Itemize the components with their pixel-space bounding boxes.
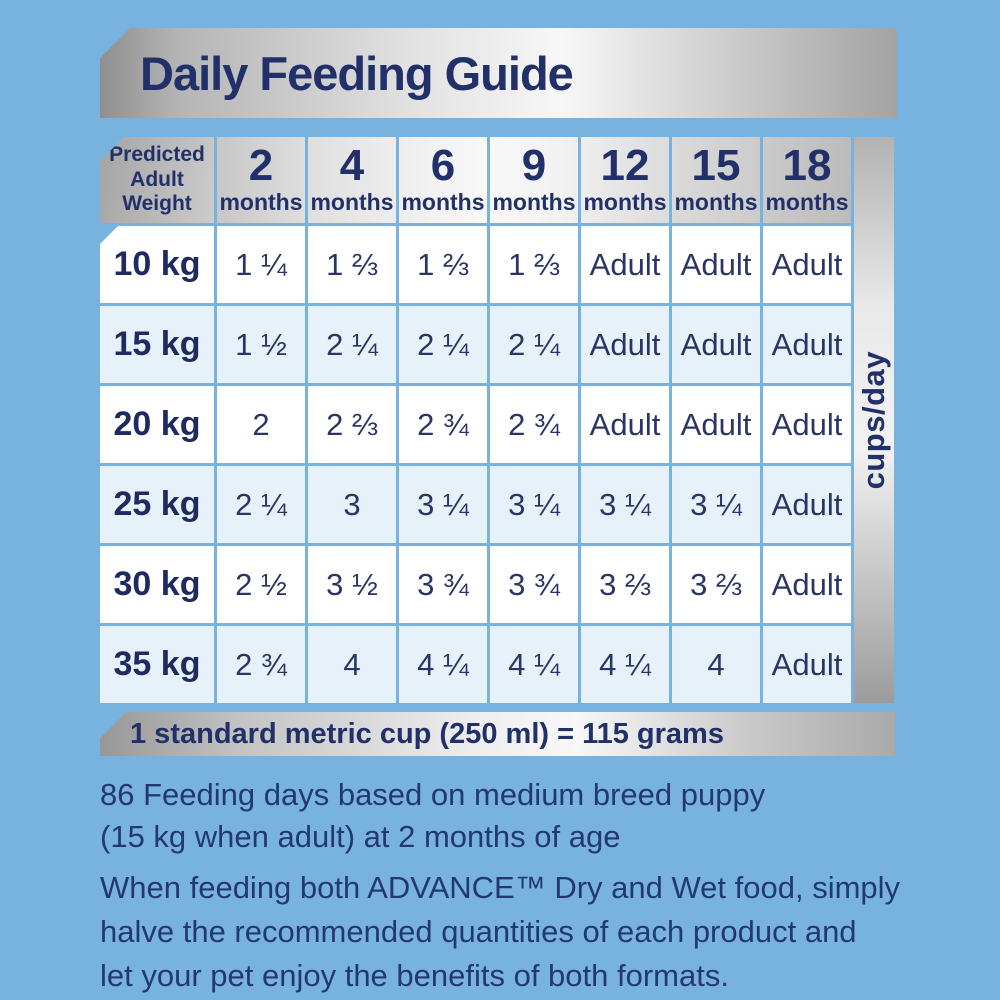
column-header-number: 6 bbox=[430, 141, 456, 191]
table-cell: 1 ½ bbox=[217, 306, 305, 383]
column-header-unit: months bbox=[219, 189, 303, 216]
column-header-6-months: 6 months bbox=[399, 137, 487, 223]
table-cell: 2 ¼ bbox=[399, 306, 487, 383]
table-cell: 1 ⅔ bbox=[308, 226, 396, 303]
table-cell: Adult bbox=[581, 306, 669, 383]
table-cell: Adult bbox=[763, 546, 851, 623]
table-cell: 2 ⅔ bbox=[308, 386, 396, 463]
table-cell: 3 ⅔ bbox=[581, 546, 669, 623]
feeding-days-note: 86 Feeding days based on medium breed pu… bbox=[100, 774, 765, 858]
column-header-number: 2 bbox=[248, 141, 274, 191]
row-header-10kg: 10 kg bbox=[100, 226, 214, 303]
column-header-unit: months bbox=[310, 189, 394, 216]
table-cell: 4 ¼ bbox=[399, 626, 487, 703]
cups-per-day-strip: cups/day bbox=[854, 137, 894, 703]
corner-header-line: Predicted bbox=[109, 143, 205, 167]
mixed-feeding-line: let your pet enjoy the benefits of both … bbox=[100, 958, 729, 993]
row-header-35kg: 35 kg bbox=[100, 626, 214, 703]
table-cell: 2 bbox=[217, 386, 305, 463]
table-cell: 2 ¾ bbox=[399, 386, 487, 463]
mixed-feeding-note: When feeding both ADVANCE™ Dry and Wet f… bbox=[100, 866, 900, 998]
row-header-15kg: 15 kg bbox=[100, 306, 214, 383]
table-cell: 3 ½ bbox=[308, 546, 396, 623]
table-cell: Adult bbox=[763, 466, 851, 543]
table-cell: 2 ¼ bbox=[308, 306, 396, 383]
table-cell: 3 ¼ bbox=[490, 466, 578, 543]
feeding-days-line: 86 Feeding days based on medium breed pu… bbox=[100, 777, 766, 812]
column-header-2-months: 2 months bbox=[217, 137, 305, 223]
table-cell: 2 ½ bbox=[217, 546, 305, 623]
table-cell: 3 ⅔ bbox=[672, 546, 760, 623]
column-header-number: 18 bbox=[782, 141, 832, 191]
table-cell: 4 bbox=[672, 626, 760, 703]
table-cell: Adult bbox=[581, 226, 669, 303]
table-cell: 1 ¼ bbox=[217, 226, 305, 303]
table-cell: Adult bbox=[581, 386, 669, 463]
table-cell: 2 ¼ bbox=[490, 306, 578, 383]
corner-header-predicted-adult-weight: Predicted Adult Weight bbox=[100, 137, 214, 223]
metric-cup-note: 1 standard metric cup (250 ml) = 115 gra… bbox=[130, 717, 724, 750]
table-cell: 3 bbox=[308, 466, 396, 543]
table-cell: Adult bbox=[763, 386, 851, 463]
table-cell: Adult bbox=[672, 306, 760, 383]
table-cell: 3 ¾ bbox=[399, 546, 487, 623]
title-banner: Daily Feeding Guide bbox=[100, 28, 897, 118]
column-header-number: 9 bbox=[521, 141, 547, 191]
page-title: Daily Feeding Guide bbox=[140, 46, 574, 100]
column-header-number: 4 bbox=[339, 141, 365, 191]
table-cell: 3 ¼ bbox=[399, 466, 487, 543]
column-header-unit: months bbox=[583, 189, 667, 216]
table-cell: 3 ¾ bbox=[490, 546, 578, 623]
column-header-4-months: 4 months bbox=[308, 137, 396, 223]
mixed-feeding-line: When feeding both ADVANCE™ Dry and Wet f… bbox=[100, 870, 901, 905]
table-cell: 2 ¾ bbox=[217, 626, 305, 703]
column-header-15-months: 15 months bbox=[672, 137, 760, 223]
column-header-18-months: 18 months bbox=[763, 137, 851, 223]
table-cell: 3 ¼ bbox=[581, 466, 669, 543]
column-header-9-months: 9 months bbox=[490, 137, 578, 223]
table-cell: 1 ⅔ bbox=[490, 226, 578, 303]
feeding-days-line: (15 kg when adult) at 2 months of age bbox=[100, 819, 621, 854]
table-cell: Adult bbox=[763, 306, 851, 383]
feeding-table: Predicted Adult Weight 2 months 4 months… bbox=[100, 137, 894, 703]
table-cell: Adult bbox=[763, 626, 851, 703]
metric-cup-banner: 1 standard metric cup (250 ml) = 115 gra… bbox=[100, 712, 895, 756]
table-cell: Adult bbox=[672, 386, 760, 463]
table-cell: 4 ¼ bbox=[490, 626, 578, 703]
table-cell: Adult bbox=[672, 226, 760, 303]
table-cell: 4 bbox=[308, 626, 396, 703]
table-cell: 3 ¼ bbox=[672, 466, 760, 543]
column-header-unit: months bbox=[674, 189, 758, 216]
table-cell: 2 ¾ bbox=[490, 386, 578, 463]
corner-header-line: Adult bbox=[130, 167, 184, 191]
column-header-12-months: 12 months bbox=[581, 137, 669, 223]
column-header-number: 15 bbox=[691, 141, 741, 191]
column-header-unit: months bbox=[492, 189, 576, 216]
table-cell: Adult bbox=[763, 226, 851, 303]
table-cell: 4 ¼ bbox=[581, 626, 669, 703]
row-header-30kg: 30 kg bbox=[100, 546, 214, 623]
table-cell: 2 ¼ bbox=[217, 466, 305, 543]
column-header-number: 12 bbox=[600, 141, 650, 191]
row-header-25kg: 25 kg bbox=[100, 466, 214, 543]
column-header-unit: months bbox=[765, 189, 849, 216]
column-header-unit: months bbox=[401, 189, 485, 216]
mixed-feeding-line: halve the recommended quantities of each… bbox=[100, 914, 857, 949]
corner-header-line: Weight bbox=[122, 192, 192, 216]
table-cell: 1 ⅔ bbox=[399, 226, 487, 303]
cups-per-day-label: cups/day bbox=[856, 350, 891, 490]
row-header-20kg: 20 kg bbox=[100, 386, 214, 463]
